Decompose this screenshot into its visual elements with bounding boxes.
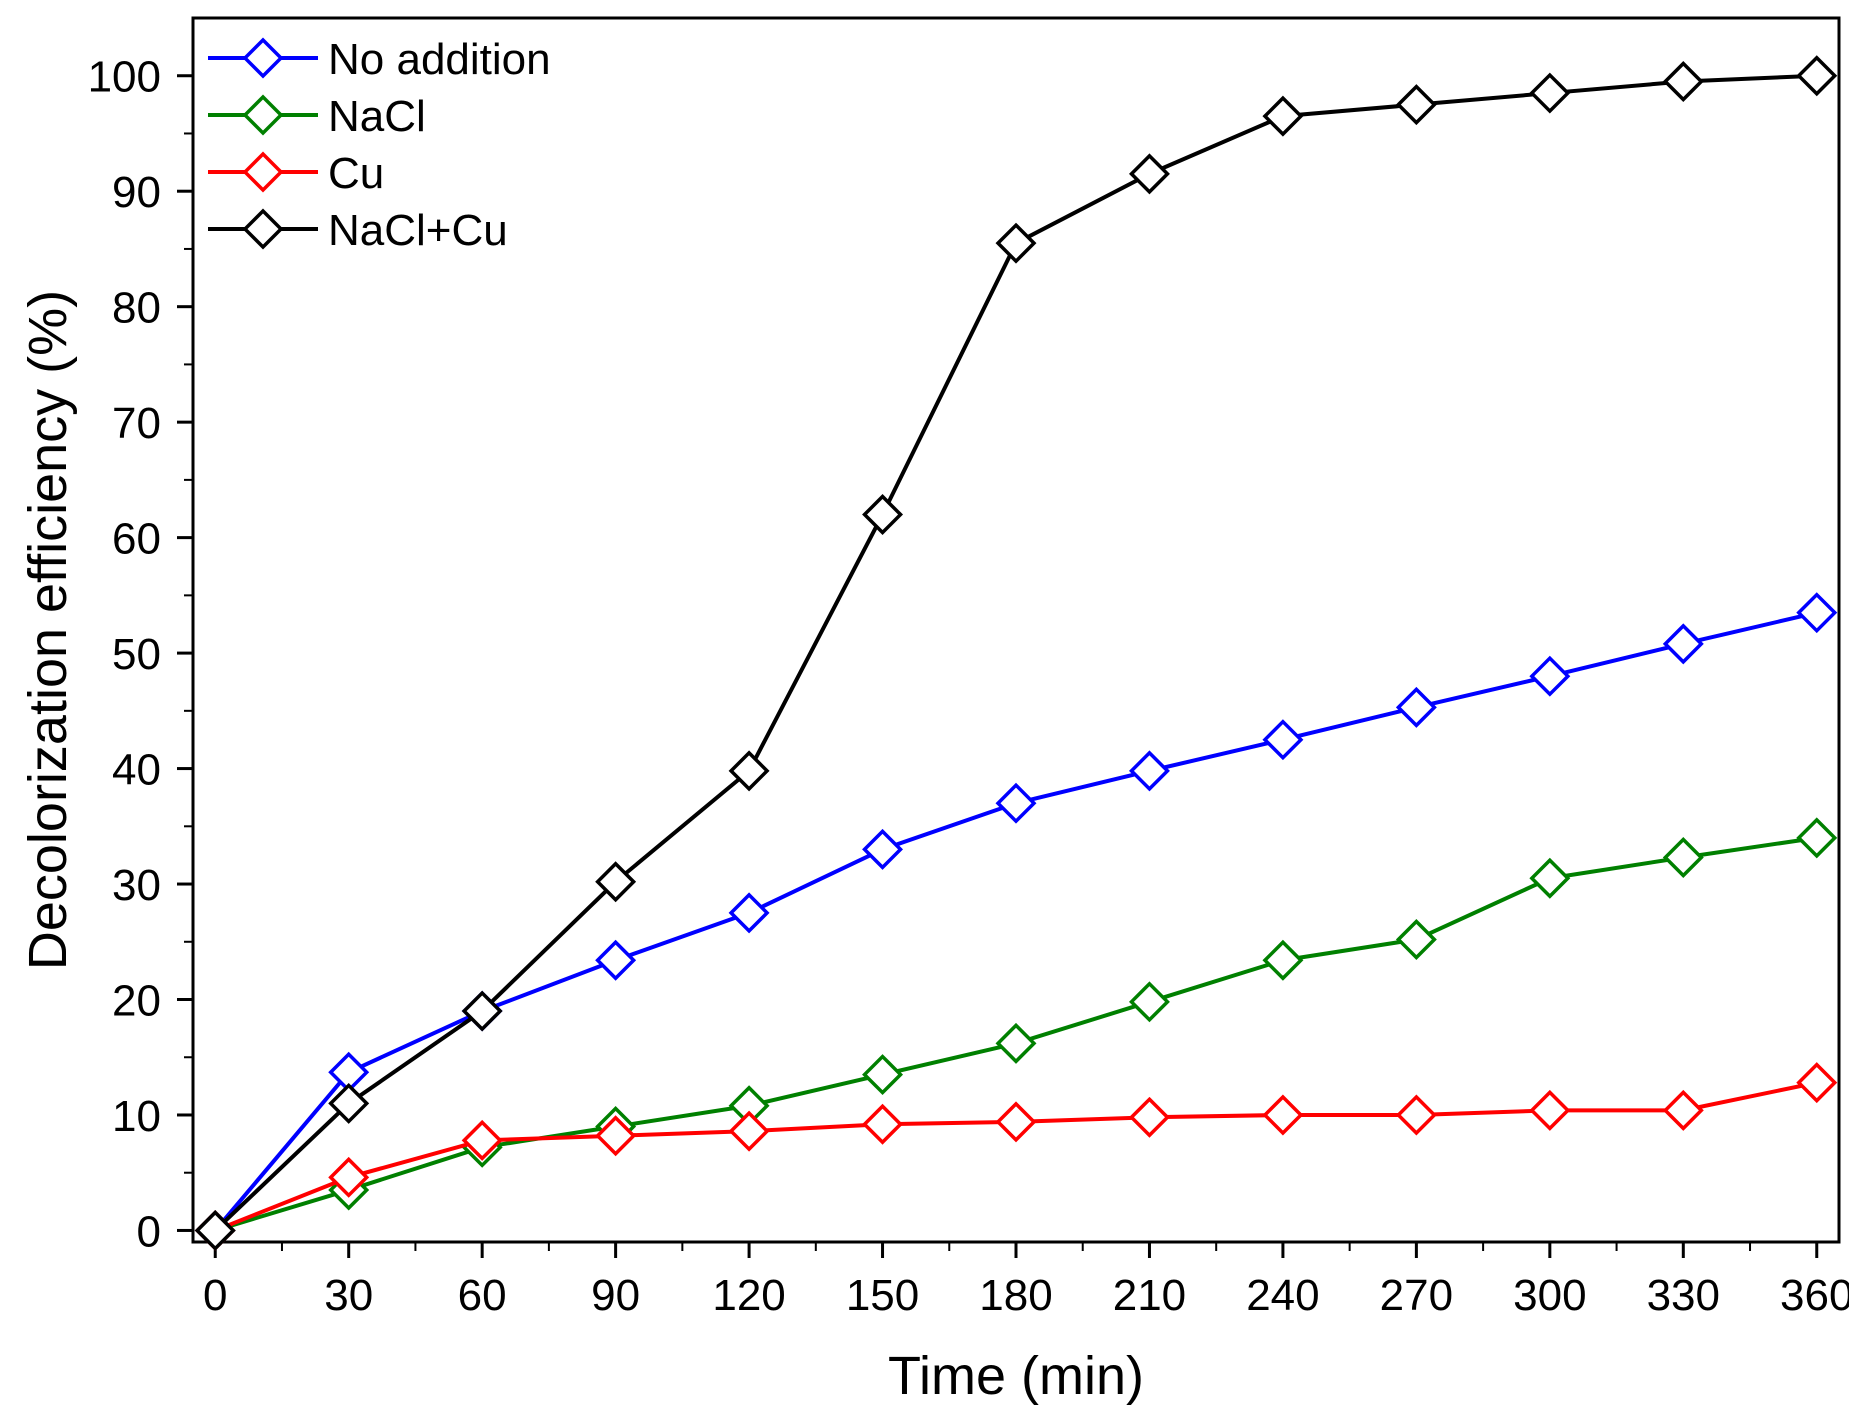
x-tick-label: 60 xyxy=(458,1271,507,1320)
series-cu xyxy=(194,1062,1838,1251)
data-point xyxy=(1662,61,1704,102)
y-tick-label: 70 xyxy=(112,399,161,448)
data-point xyxy=(1128,1096,1170,1138)
data-point xyxy=(194,1209,236,1251)
series-nacl xyxy=(194,817,1838,1251)
data-point xyxy=(862,494,904,536)
data-point xyxy=(1662,623,1704,665)
legend-item: Cu xyxy=(208,149,384,198)
y-tick-label: 80 xyxy=(112,284,161,333)
y-axis-ticks: 0 10 20 30 40 50 60 70 80 90 100 xyxy=(88,53,193,1256)
legend-label: NaCl xyxy=(328,92,426,141)
data-point xyxy=(1395,84,1437,126)
data-point xyxy=(995,222,1037,264)
x-tick-label: 0 xyxy=(203,1271,227,1320)
x-tick-label: 270 xyxy=(1380,1271,1453,1320)
data-point xyxy=(595,1115,637,1157)
data-point xyxy=(1796,592,1838,634)
data-point xyxy=(1395,918,1437,960)
x-tick-label: 180 xyxy=(979,1271,1052,1320)
data-point xyxy=(728,750,770,792)
x-tick-label: 330 xyxy=(1647,1271,1720,1320)
series-nacl-cu xyxy=(194,55,1838,1251)
data-point xyxy=(1662,1089,1704,1131)
data-point xyxy=(328,1156,370,1198)
x-axis-ticks: 0 30 60 90 120 150 180 210 240 270 300 330 360 xyxy=(203,1242,1849,1320)
data-point xyxy=(1128,153,1170,195)
legend-item: NaCl+Cu xyxy=(208,206,508,255)
x-tick-label: 30 xyxy=(324,1271,373,1320)
legend-item: No addition xyxy=(208,35,551,84)
x-axis-title: Time (min) xyxy=(888,1346,1144,1406)
x-tick-label: 360 xyxy=(1780,1271,1849,1320)
x-tick-label: 240 xyxy=(1246,1271,1319,1320)
data-point xyxy=(728,1110,770,1152)
legend-label: No addition xyxy=(328,35,551,84)
data-point xyxy=(862,828,904,870)
data-point xyxy=(1529,72,1571,114)
data-point xyxy=(1262,939,1304,981)
x-tick-label: 90 xyxy=(591,1271,640,1320)
data-point xyxy=(1796,817,1838,859)
data-point xyxy=(1262,95,1304,137)
x-tick-label: 120 xyxy=(712,1271,785,1320)
data-point xyxy=(328,1082,370,1124)
data-point xyxy=(1262,1094,1304,1136)
y-tick-label: 10 xyxy=(112,1092,161,1141)
data-point xyxy=(1529,1089,1571,1131)
data-point xyxy=(461,990,503,1032)
data-point xyxy=(595,939,637,981)
data-point xyxy=(1128,750,1170,792)
data-point xyxy=(1262,719,1304,761)
legend-label: NaCl+Cu xyxy=(328,206,508,255)
data-point xyxy=(1529,655,1571,697)
data-point xyxy=(995,1022,1037,1064)
data-point xyxy=(595,861,637,903)
data-point xyxy=(995,782,1037,824)
y-tick-label: 50 xyxy=(112,630,161,679)
data-point xyxy=(1796,1062,1838,1104)
y-tick-label: 60 xyxy=(112,515,161,564)
data-point xyxy=(862,1054,904,1096)
data-point xyxy=(728,892,770,934)
legend-swatch-marker xyxy=(242,208,284,250)
y-tick-label: 40 xyxy=(112,746,161,795)
data-point xyxy=(1796,55,1838,97)
data-point xyxy=(1395,686,1437,728)
data-point xyxy=(1662,837,1704,878)
data-point xyxy=(995,1101,1037,1143)
data-point xyxy=(1395,1094,1437,1136)
x-tick-label: 150 xyxy=(846,1271,919,1320)
y-tick-label: 90 xyxy=(112,168,161,217)
data-point xyxy=(461,1119,503,1161)
data-point xyxy=(1529,857,1571,899)
data-point xyxy=(1128,981,1170,1023)
y-tick-label: 0 xyxy=(137,1207,161,1256)
y-tick-label: 30 xyxy=(112,861,161,910)
x-tick-label: 300 xyxy=(1513,1271,1586,1320)
y-tick-label: 100 xyxy=(88,53,161,102)
x-tick-label: 210 xyxy=(1113,1271,1186,1320)
legend: No addition NaCl Cu NaCl+Cu xyxy=(208,35,551,255)
y-axis-title: Decolorization efficiency (%) xyxy=(18,290,78,970)
legend-label: Cu xyxy=(328,149,384,198)
legend-swatch-marker xyxy=(242,37,284,79)
legend-swatch-marker xyxy=(242,94,284,136)
legend-swatch-marker xyxy=(242,151,284,193)
legend-item: NaCl xyxy=(208,92,426,141)
data-point xyxy=(862,1103,904,1145)
y-tick-label: 20 xyxy=(112,977,161,1026)
series-layer xyxy=(194,55,1838,1251)
